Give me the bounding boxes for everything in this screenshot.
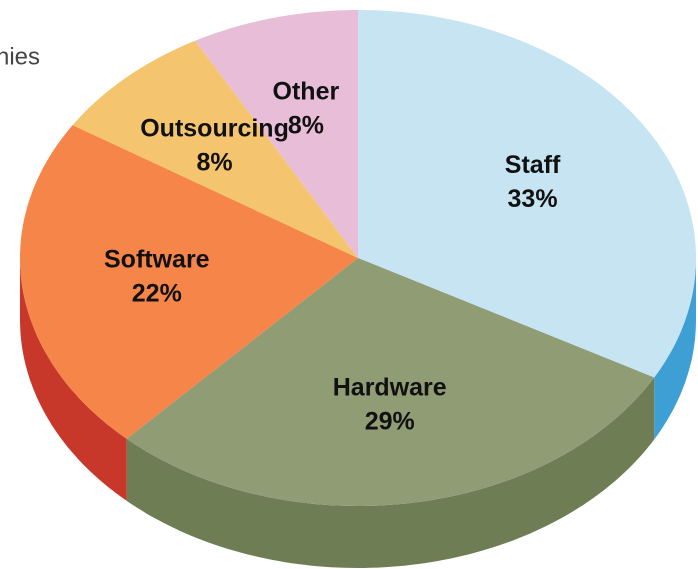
pie-side	[654, 258, 696, 440]
pie-side	[20, 258, 127, 501]
slice-value: 33%	[508, 185, 558, 213]
slice-value: 29%	[365, 408, 415, 436]
annotation: nies	[0, 43, 40, 70]
slice-label: Staff	[505, 151, 561, 179]
slice-label: Other	[273, 78, 340, 106]
pie	[20, 10, 696, 568]
pie-slice	[358, 10, 696, 378]
pie-slice	[20, 125, 358, 439]
slice-value: 8%	[196, 149, 232, 177]
slice-label: Outsourcing	[140, 115, 289, 143]
pie-slice	[126, 258, 655, 506]
slice-value: 8%	[288, 112, 324, 140]
slice-label: Software	[104, 245, 210, 273]
pie-side	[126, 377, 655, 568]
slice-label: Hardware	[333, 374, 447, 402]
slice-value: 22%	[132, 279, 182, 307]
pie-slice	[72, 40, 358, 259]
pie-slice	[195, 10, 358, 258]
